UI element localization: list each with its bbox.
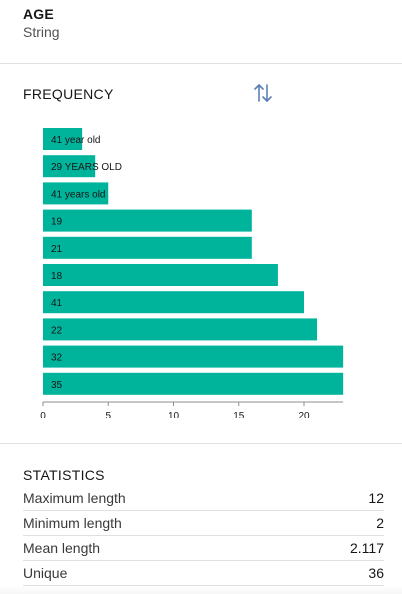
x-tick-label: 20 <box>298 411 310 418</box>
stat-row-max-length: Maximum length 12 <box>23 486 384 511</box>
bar-label: 35 <box>51 380 63 391</box>
frequency-title: FREQUENCY <box>23 86 114 102</box>
stat-label: Minimum length <box>23 515 122 531</box>
sort-arrows-icon[interactable] <box>252 81 274 105</box>
stat-row-mean-length: Mean length 2.117 <box>23 536 384 561</box>
bar-6[interactable] <box>43 291 304 314</box>
column-name: AGE <box>23 6 54 22</box>
stat-label: Mean length <box>23 540 101 556</box>
bar-2[interactable] <box>43 182 109 205</box>
bar-3[interactable] <box>43 209 252 232</box>
stat-value: 2.117 <box>350 540 384 556</box>
frequency-chart: 41 year old 29 YEARS OLD 41 years old 19 21 1… <box>40 128 344 418</box>
column-header: AGE String <box>23 6 60 40</box>
stat-label: Maximum length <box>23 490 126 506</box>
bottom-fade <box>0 586 402 594</box>
x-tick-label: 15 <box>233 411 245 418</box>
bar-label: 41 year old <box>51 135 100 146</box>
statistics-table: Maximum length 12 Minimum length 2 Mean … <box>23 486 384 586</box>
bar-label: 32 <box>51 353 63 364</box>
stat-value: 2 <box>376 515 384 531</box>
section-divider <box>0 63 402 64</box>
x-tick-label: 5 <box>105 411 111 418</box>
bar-label: 29 YEARS OLD <box>51 162 122 173</box>
bar-1[interactable] <box>43 155 96 178</box>
stat-label: Unique <box>23 565 68 581</box>
stat-row-min-length: Minimum length 2 <box>23 511 384 536</box>
stat-row-unique: Unique 36 <box>23 561 384 586</box>
bar-8[interactable] <box>43 345 344 368</box>
x-tick-label: 10 <box>168 411 180 418</box>
section-divider <box>0 443 402 444</box>
stat-value: 36 <box>368 565 384 581</box>
bar-4[interactable] <box>43 236 252 259</box>
bar-0[interactable] <box>43 128 83 150</box>
stat-value: 12 <box>368 490 384 506</box>
bar-9[interactable] <box>43 372 344 395</box>
bar-label: 22 <box>51 325 63 336</box>
bar-label: 18 <box>51 271 63 282</box>
x-tick-label: 0 <box>40 411 46 418</box>
column-type: String <box>23 24 60 40</box>
bar-5[interactable] <box>43 264 278 286</box>
bar-label: 41 <box>51 298 63 309</box>
statistics-title: STATISTICS <box>23 467 105 483</box>
bar-label: 41 years old <box>51 189 105 200</box>
bar-label: 19 <box>51 217 63 228</box>
bar-7[interactable] <box>43 318 318 341</box>
bar-label: 21 <box>51 244 63 255</box>
